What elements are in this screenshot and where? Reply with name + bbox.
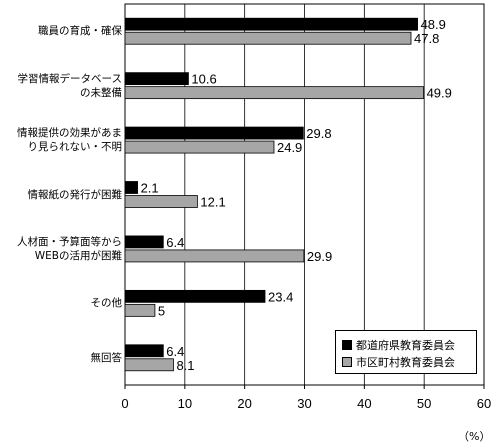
x-tick-label: 0 bbox=[121, 396, 128, 411]
x-tick-label: 30 bbox=[297, 396, 311, 411]
legend-swatch-prefectural bbox=[342, 339, 352, 350]
legend: 都道府県教育委員会 市区町村教育委員会 bbox=[335, 330, 477, 374]
bar-prefectural bbox=[124, 344, 164, 358]
legend-label-municipal: 市区町村教育委員会 bbox=[356, 355, 455, 369]
category-label: 職員の育成・確保 bbox=[38, 25, 122, 38]
legend-swatch-municipal bbox=[342, 356, 352, 367]
bar-prefectural bbox=[124, 126, 304, 140]
bar-municipal bbox=[124, 249, 305, 263]
bar-municipal bbox=[124, 31, 412, 45]
data-label: 5 bbox=[158, 303, 165, 318]
x-tick-label: 40 bbox=[357, 396, 371, 411]
x-tick-label: 10 bbox=[178, 396, 192, 411]
bar-prefectural bbox=[124, 235, 164, 249]
category-label: その他 bbox=[90, 297, 123, 310]
bar-municipal bbox=[124, 303, 156, 317]
data-label: 49.9 bbox=[427, 86, 452, 101]
legend-label-prefectural: 都道府県教育委員会 bbox=[356, 338, 455, 352]
data-label: 6.4 bbox=[166, 344, 184, 359]
category-label: 情報紙の発行が困難 bbox=[27, 188, 123, 201]
data-label: 8.1 bbox=[176, 358, 194, 373]
x-tick-label: 20 bbox=[237, 396, 251, 411]
data-label: 10.6 bbox=[191, 72, 216, 87]
data-label: 29.9 bbox=[307, 249, 332, 264]
category-label: 情報提供の効果があま り見られない・不明 bbox=[17, 127, 122, 154]
bar-municipal bbox=[124, 86, 424, 100]
category-label: 無回答 bbox=[90, 351, 123, 364]
data-label: 12.1 bbox=[200, 195, 225, 210]
bar-prefectural bbox=[124, 181, 138, 194]
bar-municipal bbox=[124, 195, 198, 208]
data-label: 6.4 bbox=[166, 235, 184, 250]
data-label: 24.9 bbox=[277, 140, 302, 155]
bar-prefectural bbox=[124, 72, 189, 86]
bar-prefectural bbox=[124, 17, 418, 31]
x-axis-unit-label: （%） bbox=[458, 430, 491, 443]
bar-prefectural bbox=[124, 289, 266, 303]
bar-municipal bbox=[124, 140, 275, 154]
data-label: 2.1 bbox=[141, 181, 159, 196]
legend-item-prefectural: 都道府県教育委員会 bbox=[342, 336, 470, 353]
category-label: 学習情報データベース の未整備 bbox=[17, 72, 122, 99]
data-label: 47.8 bbox=[414, 31, 439, 46]
x-tick-label: 50 bbox=[417, 396, 431, 411]
data-label: 29.8 bbox=[306, 126, 331, 141]
x-tick-label: 60 bbox=[477, 396, 491, 411]
data-label: 48.9 bbox=[421, 17, 446, 32]
data-label: 23.4 bbox=[268, 289, 293, 304]
bar-municipal bbox=[124, 358, 174, 372]
legend-item-municipal: 市区町村教育委員会 bbox=[342, 353, 470, 370]
category-label: 人材面・予算面等から WEBの活用が困難 bbox=[17, 235, 122, 262]
